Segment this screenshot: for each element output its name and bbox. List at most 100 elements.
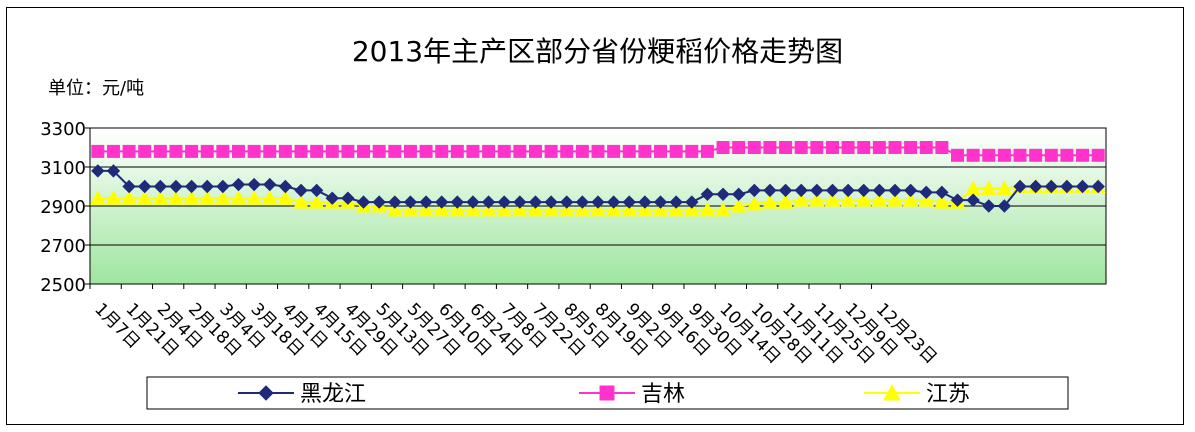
data-point-triangle: [840, 192, 856, 207]
data-point-square: [716, 141, 730, 154]
data-point-square: [138, 144, 152, 158]
data-point-diamond: [778, 183, 793, 198]
data-point-square: [599, 385, 615, 401]
data-point-diamond: [1075, 179, 1090, 194]
data-point-diamond: [356, 195, 371, 209]
data-point-square: [403, 144, 417, 158]
data-point-diamond: [700, 187, 715, 202]
data-point-triangle: [558, 201, 575, 217]
data-point-diamond: [106, 164, 121, 178]
data-point-square: [700, 144, 714, 158]
data-point-triangle: [449, 201, 466, 217]
data-point-diamond: [857, 183, 871, 198]
data-point-triangle: [980, 180, 997, 195]
data-point-square: [654, 144, 668, 158]
y-tick-label: 2900: [40, 197, 86, 218]
data-point-diamond: [1013, 179, 1027, 194]
data-point-triangle: [637, 201, 653, 217]
data-point-square: [951, 148, 965, 162]
data-point-diamond: [1060, 179, 1074, 194]
data-point-square: [357, 144, 371, 158]
data-point-triangle: [121, 190, 137, 205]
data-point-triangle: [668, 201, 684, 217]
data-point-triangle: [246, 190, 262, 205]
data-point-square: [794, 141, 808, 154]
data-point-diamond: [309, 183, 324, 198]
data-point-diamond: [841, 183, 855, 198]
data-point-diamond: [481, 195, 496, 209]
data-point-square: [888, 141, 902, 154]
data-point-diamond: [763, 183, 777, 198]
data-point-triangle: [418, 201, 434, 217]
data-point-square: [763, 141, 777, 154]
data-point-square: [497, 144, 511, 158]
series-square: [91, 141, 1105, 162]
data-point-square: [1091, 148, 1105, 162]
y-tick-label: 2500: [40, 275, 86, 296]
data-point-triangle: [762, 194, 778, 209]
data-point-triangle: [902, 192, 919, 207]
data-point-diamond: [560, 195, 574, 209]
data-point-diamond: [685, 195, 699, 209]
data-point-square: [278, 144, 292, 158]
data-point-triangle: [277, 190, 294, 205]
data-point-square: [169, 144, 183, 158]
data-point-square: [419, 144, 433, 158]
data-point-diamond: [966, 193, 980, 207]
data-point-diamond: [544, 195, 558, 209]
data-point-diamond: [372, 195, 386, 209]
data-point-square: [935, 141, 949, 154]
data-point-square: [231, 144, 245, 158]
data-point-square: [106, 144, 120, 158]
data-point-diamond: [903, 183, 918, 198]
data-point-diamond: [575, 195, 590, 209]
data-point-diamond: [466, 195, 480, 209]
y-tick-label: 2700: [40, 236, 86, 257]
unit-label: 单位：元/吨: [48, 78, 145, 99]
data-point-diamond: [888, 183, 902, 198]
data-point-triangle: [433, 201, 450, 217]
data-point-diamond: [247, 177, 261, 192]
data-point-square: [466, 144, 480, 158]
data-point-triangle: [512, 201, 528, 217]
data-point-square: [1044, 148, 1058, 162]
data-point-diamond: [919, 185, 933, 200]
data-point-triangle: [183, 190, 200, 205]
data-point-square: [591, 144, 605, 158]
data-point-diamond: [169, 179, 183, 194]
data-point-diamond: [1028, 179, 1043, 194]
data-point-square: [1013, 148, 1027, 162]
data-point-triangle: [605, 201, 622, 217]
data-point-triangle: [199, 190, 216, 205]
data-point-square: [294, 144, 308, 158]
data-point-diamond: [122, 179, 136, 194]
data-point-triangle: [683, 201, 700, 217]
data-point-diamond: [231, 177, 246, 192]
data-point-triangle: [168, 190, 184, 205]
data-point-diamond: [622, 195, 636, 209]
data-point-square: [372, 144, 386, 158]
data-point-triangle: [496, 201, 513, 217]
data-point-diamond: [716, 187, 730, 202]
data-point-triangle: [793, 192, 810, 207]
data-point-diamond: [497, 195, 511, 209]
data-point-triangle: [746, 195, 763, 211]
data-point-square: [747, 141, 761, 154]
data-point-square: [247, 144, 261, 158]
data-point-diamond: [184, 179, 199, 194]
data-point-triangle: [465, 201, 481, 217]
data-point-diamond: [810, 183, 824, 198]
data-point-diamond: [982, 199, 996, 213]
data-point-triangle: [918, 192, 935, 207]
data-point-diamond: [263, 177, 277, 192]
data-point-square: [575, 144, 589, 158]
data-point-diamond: [450, 195, 465, 209]
legend-label: 黑龙江: [300, 382, 366, 407]
data-point-triangle: [824, 192, 841, 207]
data-point-triangle: [777, 194, 794, 209]
data-point-triangle: [89, 190, 106, 205]
data-point-triangle: [871, 192, 888, 207]
data-point-square: [560, 144, 574, 158]
data-point-square: [544, 144, 558, 158]
data-point-square: [1029, 148, 1043, 162]
